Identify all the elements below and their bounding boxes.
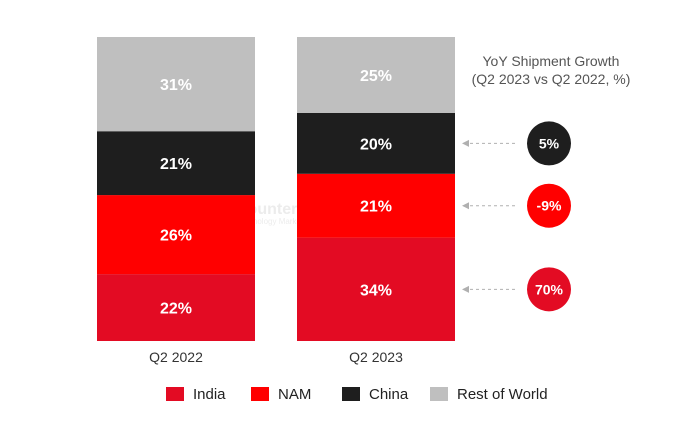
legend-label-india: India [193,386,226,403]
legend-label-nam: NAM [278,386,311,403]
bar-china-q2-2023 [297,113,455,174]
bar-nam-q2-2023 [297,173,455,238]
arrow-head-icon [462,139,469,147]
bar-rest-of-world-q2-2022 [97,37,255,132]
bar-india-q2-2023 [297,237,455,341]
legend-swatch-rest-of-world [430,387,448,401]
legend-swatch-india [166,387,184,401]
legend: India NAM China Rest of World [166,386,548,403]
data-label-china-q2-2023: 20% [360,136,392,153]
data-label-nam-q2-2023: 21% [360,199,392,216]
data-label-india-q2-2023: 34% [360,282,392,299]
category-labels: Q2 2022 Q2 2023 [149,349,403,365]
growth-title-line-2: (Q2 2023 vs Q2 2022, %) [472,71,631,87]
growth-badge-nam [527,183,571,228]
growth-badge-china [527,121,571,166]
bar-china-q2-2022 [97,131,255,196]
legend-swatch-china [342,387,360,401]
data-label-china-q2-2022: 21% [160,156,192,173]
bar-india-q2-2022 [97,274,255,341]
bar-rest-of-world-q2-2023 [297,37,455,113]
bar-nam-q2-2022 [97,195,255,275]
growth-label-china: 5% [539,135,560,151]
data-label-nam-q2-2022: 26% [160,228,192,245]
category-label-q2-2023: Q2 2023 [349,349,403,365]
data-label-rest-of-world-q2-2023: 25% [360,68,392,85]
data-label-india-q2-2022: 22% [160,301,192,318]
bars: 22% 26% 21% 31% 34% 21% 20% 25% [97,37,455,341]
legend-label-china: China [369,386,409,403]
arrow-head-icon [462,285,469,293]
arrow-head-icon [462,202,469,210]
data-label-rest-of-world-q2-2022: 31% [160,77,192,94]
growth-label-india: 70% [535,281,564,297]
growth-badge-india [527,267,571,312]
legend-swatch-nam [251,387,269,401]
legend-label-rest-of-world: Rest of World [457,386,548,403]
growth-label-nam: -9% [537,198,562,214]
growth-title-line-1: YoY Shipment Growth [483,53,620,69]
watermark-subtext: Technology Market Research [236,217,340,226]
category-label-q2-2022: Q2 2022 [149,349,203,365]
growth-panel: YoY Shipment Growth (Q2 2023 vs Q2 2022, … [462,53,631,312]
